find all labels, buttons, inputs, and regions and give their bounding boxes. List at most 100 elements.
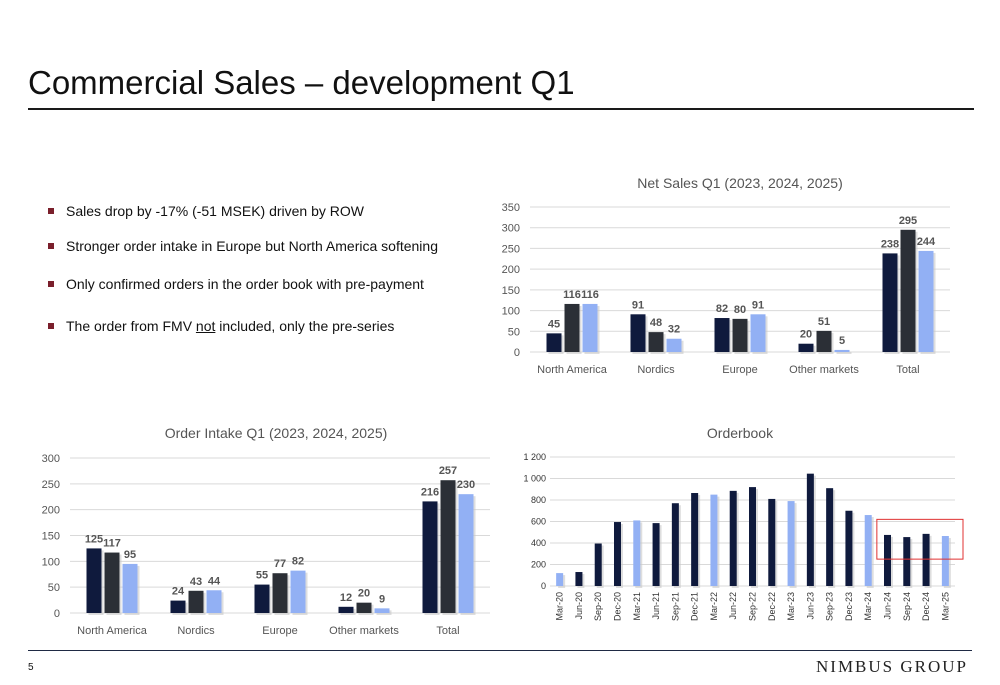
orderbook-bar [826,488,834,586]
orderbook-bar [845,510,853,586]
net-sales-data-label: 116 [563,289,581,301]
order-intake-data-label: 9 [379,593,385,605]
orderbook-x-tick: Mar-21 [632,592,642,621]
orderbook-x-tick: Jun-24 [883,592,893,620]
order-intake-data-label: 125 [85,533,103,545]
orderbook-x-tick: Jun-20 [574,592,584,620]
net-sales-y-tick: 50 [508,326,520,338]
orderbook-y-tick: 400 [531,538,546,548]
order-intake-bar [290,570,306,613]
orderbook-bar [710,494,718,586]
net-sales-bar [900,229,916,352]
order-intake-bar [356,602,372,613]
orderbook-highlight-box [876,518,964,560]
orderbook-x-tick: Dec-21 [690,592,700,621]
orderbook-x-tick: Mar-24 [863,592,873,621]
net-sales-bar-shadow [836,351,852,354]
bullet-fmv-text-pre: The order from FMV [66,318,196,334]
orderbook-x-tick: Jun-23 [805,592,815,620]
order-intake-data-label: 24 [172,586,185,598]
order-intake-data-label: 95 [124,549,136,561]
orderbook-y-tick: 0 [541,581,546,591]
net-sales-y-tick: 350 [502,202,520,214]
net-sales-bar [882,253,898,352]
order-intake-bar [440,480,456,613]
net-sales-bar [714,318,730,352]
net-sales-bar [834,349,850,352]
orderbook-bar [691,493,699,586]
orderbook-x-tick: Mar-25 [940,592,950,621]
order-intake-data-label: 44 [208,575,221,587]
orderbook-x-tick: Sep-20 [593,592,603,621]
bullet-fmv-text-underlined: not [195,318,216,334]
net-sales-chart-svg: Net Sales Q1 (2023, 2024, 2025) 0 50 100 150… [502,175,950,376]
order-intake-y-tick: 150 [42,531,60,543]
order-intake-bar [86,548,102,613]
orderbook-x-tick: Dec-23 [844,592,854,621]
orderbook-title: Orderbook [707,425,774,441]
order-intake-y-tick: 300 [42,453,60,465]
net-sales-data-label: 91 [752,299,764,311]
order-intake-x-tick: Europe [262,625,297,637]
orderbook-bar [749,487,756,586]
page-title: Commercial Sales – development Q1 [28,64,575,101]
orderbook-bar [652,523,660,586]
order-intake-chart-svg: Order Intake Q1 (2023, 2024, 2025) 0 50 100… [42,425,490,637]
order-intake-bar [422,501,438,613]
bullet-fmv-order: The order from FMV not included, only th… [48,318,394,334]
orderbook-bar [864,515,872,586]
orderbook-x-tick: Sep-21 [670,592,680,621]
order-intake-y-tick: 250 [42,479,60,491]
net-sales-y-tick: 150 [502,285,520,297]
net-sales-bar [666,338,682,352]
orderbook-bar [671,503,679,586]
orderbook-bar [556,573,564,586]
order-intake-bar [374,608,390,613]
orderbook-x-tick: Dec-24 [921,592,931,621]
net-sales-y-tick: 200 [502,264,520,276]
orderbook-y-tick: 800 [531,495,546,505]
order-intake-x-tick: Other markets [329,625,399,637]
order-intake-data-label: 216 [421,486,439,498]
order-intake-data-label: 82 [292,556,304,568]
net-sales-y-tick: 0 [514,347,520,359]
order-intake-bar [338,606,354,613]
page-number: 5 [28,662,34,673]
order-intake-bar [458,494,474,613]
net-sales-x-tick: Nordics [637,364,675,376]
net-sales-y-tick: 300 [502,223,520,235]
order-intake-bar [188,590,204,613]
orderbook-chart-svg: Orderbook 0 200 400 600 800 1 000 1 200 Mar-20 Ju… [523,425,964,621]
net-sales-data-label: 45 [548,318,560,330]
orderbook-x-tick: Jun-22 [728,592,738,620]
net-sales-bar [648,332,664,352]
order-intake-data-label: 257 [439,465,457,477]
order-intake-data-label: 117 [103,538,121,550]
order-intake-data-label: 55 [256,570,268,582]
order-intake-x-tick: North America [77,625,148,637]
net-sales-bar [798,343,814,352]
order-intake-bar [122,563,138,613]
net-sales-data-label: 82 [716,303,728,315]
orderbook-chart: Orderbook 0 200 400 600 800 1 000 1 200 Mar-20 Ju… [510,420,970,645]
net-sales-x-tick: Other markets [789,364,859,376]
net-sales-chart: Net Sales Q1 (2023, 2024, 2025) 0 50 100 150… [490,170,970,385]
orderbook-bar [922,533,930,586]
net-sales-data-label: 238 [881,238,899,250]
bullet-order-book: Only confirmed orders in the order book … [48,276,424,292]
bullet-fmv-text-post: included, only the pre-series [215,318,395,334]
net-sales-bar [918,250,934,352]
footer-divider [28,650,972,651]
net-sales-bar [546,333,562,352]
orderbook-y-tick: 1 200 [523,452,546,462]
orderbook-y-tick: 200 [531,560,546,570]
order-intake-data-label: 230 [457,479,475,491]
order-intake-bar [170,600,186,613]
orderbook-bar [884,534,891,586]
orderbook-bar [614,522,621,586]
order-intake-bar [272,573,288,613]
net-sales-x-tick: Europe [722,364,757,376]
orderbook-x-tick: Dec-22 [767,592,777,621]
order-intake-y-tick: 100 [42,556,60,568]
net-sales-data-label: 32 [668,324,680,336]
